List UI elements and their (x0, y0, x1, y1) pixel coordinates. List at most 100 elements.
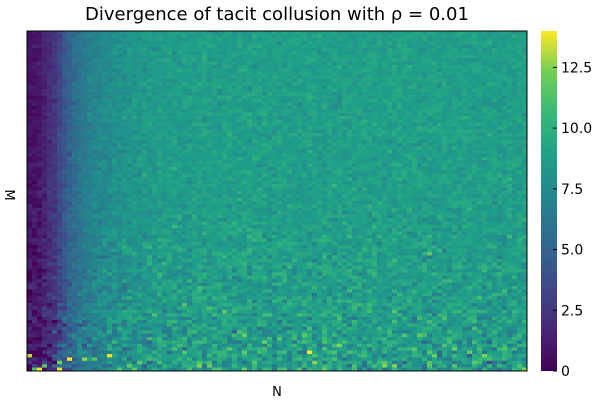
heatmap-cell (157, 58, 162, 62)
heatmap-cell (412, 136, 417, 140)
heatmap-cell (97, 164, 102, 168)
heatmap-cell (302, 191, 307, 195)
heatmap-cell (352, 96, 357, 100)
heatmap-cell (427, 68, 432, 72)
heatmap-cell (302, 34, 307, 38)
heatmap-cell (312, 106, 317, 110)
heatmap-cell (107, 31, 112, 35)
heatmap-cell (157, 31, 162, 35)
heatmap-cell (27, 191, 32, 195)
heatmap-cell (387, 157, 392, 161)
heatmap-cell (107, 153, 112, 157)
heatmap-cell (277, 65, 282, 69)
heatmap-cell (347, 136, 352, 140)
heatmap-cell (462, 116, 467, 120)
heatmap-cell (407, 174, 412, 178)
heatmap-cell (157, 170, 162, 174)
heatmap-cell (397, 160, 402, 164)
heatmap-cell (507, 51, 512, 55)
heatmap-cell (387, 113, 392, 117)
heatmap-cell (32, 164, 37, 168)
heatmap-cell (362, 92, 367, 96)
heatmap-cell (82, 58, 87, 62)
heatmap-cell (422, 92, 427, 96)
heatmap-cell (87, 62, 92, 66)
heatmap-cell (142, 187, 147, 191)
heatmap-cell (67, 160, 72, 164)
heatmap-cell (352, 58, 357, 62)
heatmap-cell (117, 99, 122, 103)
heatmap-cell (482, 147, 487, 151)
heatmap-cell (302, 113, 307, 117)
heatmap-cell (117, 106, 122, 110)
heatmap-cell (77, 116, 82, 120)
heatmap-cell (442, 34, 447, 38)
heatmap-cell (137, 126, 142, 130)
heatmap-cell (162, 89, 167, 93)
heatmap-cell (282, 85, 287, 89)
heatmap-cell (222, 92, 227, 96)
heatmap-cell (27, 65, 32, 69)
heatmap-cell (407, 143, 412, 147)
heatmap-cell (127, 170, 132, 174)
heatmap-cell (512, 191, 517, 195)
heatmap-cell (227, 102, 232, 106)
heatmap-cell (282, 99, 287, 103)
heatmap-cell (57, 119, 62, 123)
heatmap-cell (122, 106, 127, 110)
heatmap-cell (102, 34, 107, 38)
heatmap-cell (462, 143, 467, 147)
heatmap-cell (137, 51, 142, 55)
heatmap-cell (357, 89, 362, 93)
heatmap-cell (407, 136, 412, 140)
heatmap-cell (302, 177, 307, 181)
heatmap-cell (442, 140, 447, 144)
heatmap-cell (207, 51, 212, 55)
heatmap-cell (477, 143, 482, 147)
heatmap-cell (327, 136, 332, 140)
heatmap-cell (382, 170, 387, 174)
heatmap-cell (367, 34, 372, 38)
heatmap-cell (432, 85, 437, 89)
heatmap-cell (372, 150, 377, 154)
heatmap-cell (307, 79, 312, 83)
heatmap-cell (292, 136, 297, 140)
heatmap-cell (327, 181, 332, 185)
heatmap-cell (507, 136, 512, 140)
heatmap-cell (442, 191, 447, 195)
heatmap-cell (197, 75, 202, 79)
heatmap-cell (247, 41, 252, 45)
heatmap-cell (502, 191, 507, 195)
heatmap-cell (387, 58, 392, 62)
heatmap-cell (367, 191, 372, 195)
heatmap-cell (472, 130, 477, 134)
heatmap-cell (387, 170, 392, 174)
heatmap-cell (327, 79, 332, 83)
heatmap-cell (312, 89, 317, 93)
heatmap-cell (517, 160, 522, 164)
heatmap-cell (47, 181, 52, 185)
heatmap-cell (317, 187, 322, 191)
heatmap-cell (452, 170, 457, 174)
heatmap-cell (492, 113, 497, 117)
heatmap-cell (87, 191, 92, 195)
heatmap-cell (262, 130, 267, 134)
heatmap-cell (302, 153, 307, 157)
heatmap-cell (157, 191, 162, 195)
heatmap-cell (152, 130, 157, 134)
heatmap-cell (32, 106, 37, 110)
heatmap-cell (72, 170, 77, 174)
heatmap-cell (492, 194, 497, 198)
heatmap-cell (87, 106, 92, 110)
heatmap-cell (142, 140, 147, 144)
heatmap-cell (192, 51, 197, 55)
heatmap-cell (37, 96, 42, 100)
heatmap-cell (47, 126, 52, 130)
heatmap-cell (27, 41, 32, 45)
heatmap-cell (137, 102, 142, 106)
heatmap-cell (512, 116, 517, 120)
heatmap-cell (122, 79, 127, 83)
heatmap-cell (57, 113, 62, 117)
heatmap-cell (252, 150, 257, 154)
heatmap-cell (302, 96, 307, 100)
